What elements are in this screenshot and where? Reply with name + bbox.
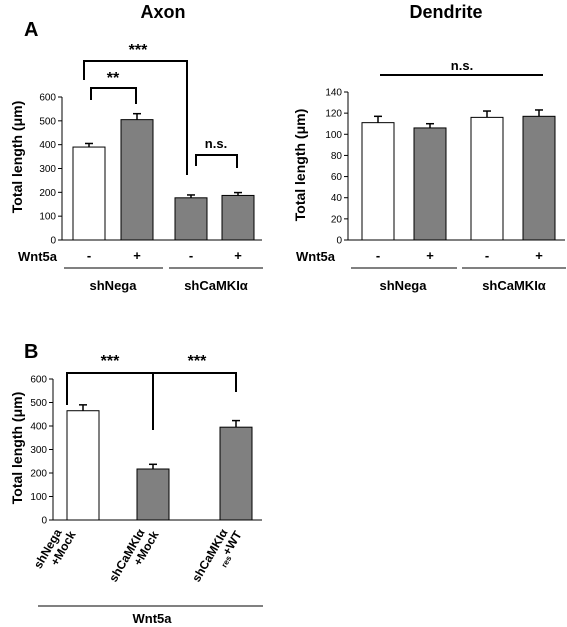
dendrite-chart: 0 20 40 60 80 100 120 140	[325, 88, 565, 247]
dendrite-bar-3	[470, 116, 504, 241]
axon-wnt5a-label: Wnt5a	[18, 249, 58, 264]
dendrite-ytick-label: 0	[336, 236, 342, 247]
b-ylabel: Total length (μm)	[9, 392, 25, 505]
axon-ylabel: Total length (μm)	[9, 101, 25, 214]
dendrite-ytick-label: 120	[325, 109, 342, 120]
b-bar-2	[136, 468, 170, 521]
b-bracket-1	[66, 372, 154, 430]
dendrite-group-1: shNega	[380, 278, 428, 293]
b-ytick-label: 200	[30, 469, 47, 480]
b-bar-3	[219, 426, 253, 521]
b-ytick-label: 300	[30, 445, 47, 456]
dendrite-group-2: shCaMKIα	[482, 278, 546, 293]
axon-bracket-1	[90, 87, 137, 104]
axon-bracket-2	[83, 60, 188, 175]
b-chart: 0 100 200 300 400 500 600	[30, 375, 262, 527]
b-ytick-label: 100	[30, 492, 47, 503]
dendrite-sign-1: -	[376, 248, 380, 263]
panel-a-letter: A	[24, 19, 38, 41]
dendrite-ytick-label: 60	[331, 172, 343, 183]
axon-ytick-label: 200	[39, 188, 56, 199]
axon-ytick-label: 300	[39, 164, 56, 175]
dendrite-sign-4: +	[535, 248, 543, 263]
b-sig-1: ***	[101, 353, 120, 370]
dendrite-title: Dendrite	[409, 2, 482, 22]
axon-ytick-label: 400	[39, 140, 56, 151]
axon-title: Axon	[141, 2, 186, 22]
dendrite-sign-2: +	[426, 248, 434, 263]
axon-sig-2: ***	[129, 42, 148, 59]
axon-group-2: shCaMKIα	[184, 278, 248, 293]
dendrite-sign-3: -	[485, 248, 489, 263]
axon-group-1: shNega	[90, 278, 138, 293]
dendrite-bar-1	[361, 122, 395, 241]
axon-ytick-label: 500	[39, 116, 56, 127]
axon-sign-3: -	[189, 248, 193, 263]
dendrite-ytick-label: 140	[325, 88, 342, 99]
axon-ytick-label: 0	[50, 236, 56, 247]
b-bracket-2	[153, 372, 237, 392]
panel-b-letter: B	[24, 341, 38, 363]
dendrite-ytick-label: 80	[331, 151, 343, 162]
dendrite-ns: n.s.	[451, 58, 473, 73]
b-ytick-label: 400	[30, 422, 47, 433]
dendrite-bar-2	[413, 127, 447, 241]
dendrite-bar-4	[522, 115, 556, 241]
b-ytick-label: 0	[41, 516, 47, 527]
axon-bracket-3	[195, 154, 238, 168]
axon-bar-4	[221, 194, 255, 241]
axon-bar-3	[174, 197, 208, 241]
axon-ns: n.s.	[205, 136, 227, 151]
dendrite-ytick-label: 100	[325, 130, 342, 141]
b-ytick-label: 600	[30, 375, 47, 386]
axon-ytick-label: 100	[39, 212, 56, 223]
b-group-label: Wnt5a	[133, 611, 173, 626]
b-ytick-label: 500	[30, 398, 47, 409]
axon-bar-1	[72, 146, 106, 241]
dendrite-wnt5a-label: Wnt5a	[296, 249, 336, 264]
axon-sign-2: +	[133, 248, 141, 263]
axon-sign-4: +	[234, 248, 242, 263]
dendrite-ytick-label: 40	[331, 193, 343, 204]
axon-ytick-label: 600	[39, 93, 56, 104]
axon-bar-2	[120, 119, 154, 241]
dendrite-ytick-label: 20	[331, 214, 343, 225]
dendrite-ylabel: Total length (μm)	[292, 109, 308, 222]
b-sig-2: ***	[188, 353, 207, 370]
axon-sign-1: -	[87, 248, 91, 263]
axon-sig-1: **	[107, 70, 120, 87]
axon-chart: 0 100 200 300 400 500 600	[39, 93, 262, 247]
b-bar-1	[66, 410, 100, 521]
